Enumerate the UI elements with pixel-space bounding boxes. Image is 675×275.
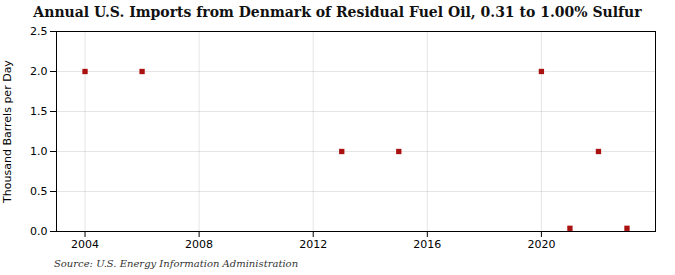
svg-text:0.0: 0.0: [30, 225, 48, 238]
svg-text:Thousand Barrels per Day: Thousand Barrels per Day: [1, 60, 14, 204]
svg-text:2.5: 2.5: [30, 25, 48, 38]
svg-text:2008: 2008: [185, 238, 213, 251]
svg-text:2004: 2004: [71, 238, 99, 251]
html-text:Annual U.S. Imports from Denma: Annual U.S. Imports from Denmark of Resi…: [33, 4, 642, 20]
svg-text:2020: 2020: [527, 238, 555, 251]
svg-text:2012: 2012: [299, 238, 327, 251]
svg-text:1.5: 1.5: [30, 105, 48, 118]
html-text:Source: U.S. Energy Informatio: Source: U.S. Energy Information Administ…: [54, 258, 299, 269]
svg-text:1.0: 1.0: [30, 145, 48, 158]
svg-text:2.0: 2.0: [30, 65, 48, 78]
svg-text:2016: 2016: [413, 238, 441, 251]
svg-text:0.5: 0.5: [30, 185, 48, 198]
